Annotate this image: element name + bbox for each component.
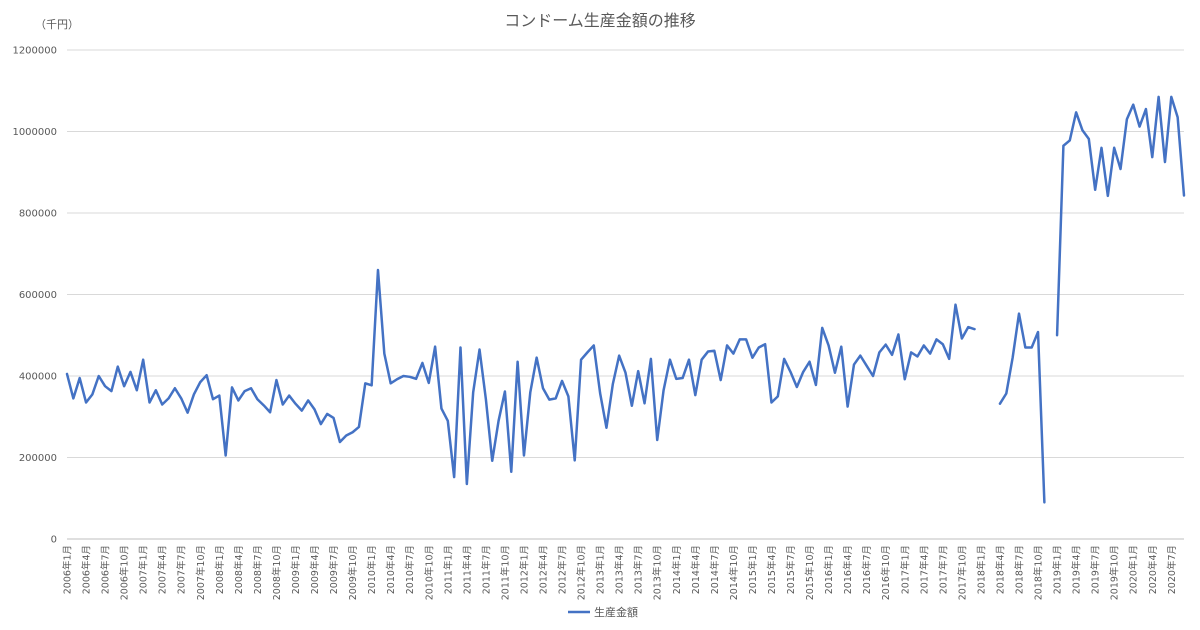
x-tick-label: 2009年1月 — [290, 545, 302, 594]
x-tick-label: 2018年7月 — [1013, 545, 1025, 594]
x-tick-label: 2014年1月 — [671, 545, 683, 594]
x-tick-label: 2010年4月 — [385, 545, 397, 594]
y-tick-label: 800000 — [19, 209, 57, 220]
x-tick-label: 2012年1月 — [518, 545, 530, 594]
x-tick-label: 2019年1月 — [1052, 545, 1064, 594]
x-tick-label: 2016年4月 — [842, 545, 854, 594]
x-tick-label: 2013年4月 — [614, 545, 626, 594]
x-tick-label: 2018年4月 — [994, 545, 1006, 594]
y-tick-label: 1200000 — [12, 46, 57, 57]
gridlines — [67, 49, 1184, 540]
x-tick-label: 2012年7月 — [557, 545, 569, 594]
x-tick-label: 2008年7月 — [252, 545, 264, 594]
x-tick-label: 2008年4月 — [233, 545, 245, 594]
series-lines — [65, 95, 1186, 504]
x-tick-label: 2016年10月 — [880, 545, 892, 600]
x-tick-label: 2020年4月 — [1147, 545, 1159, 594]
x-tick-label: 2020年1月 — [1128, 545, 1140, 594]
y-tick-label: 1000000 — [12, 127, 57, 138]
x-tick-label: 2019年7月 — [1090, 545, 1102, 594]
x-tick-label: 2011年7月 — [480, 545, 492, 594]
x-tick-label: 2017年7月 — [937, 545, 949, 594]
x-tick-label: 2016年7月 — [861, 545, 873, 594]
x-tick-label: 2007年1月 — [138, 545, 150, 594]
x-tick-label: 2006年7月 — [100, 545, 112, 594]
x-tick-label: 2008年10月 — [271, 545, 283, 600]
x-axis-ticks: 2006年1月 2006年4月 2006年7月 2006年10月 2007年1月 2007… — [62, 545, 1178, 600]
x-tick-label: 2016年1月 — [823, 545, 835, 594]
x-tick-label: 2006年10月 — [119, 545, 131, 600]
x-tick-label: 2013年10月 — [652, 545, 664, 600]
x-tick-label: 2018年1月 — [975, 545, 987, 594]
x-tick-label: 2018年10月 — [1033, 545, 1045, 600]
series-line — [1055, 95, 1186, 337]
x-tick-label: 2015年10月 — [804, 545, 816, 600]
x-tick-label: 2011年4月 — [461, 545, 473, 594]
x-tick-label: 2006年4月 — [81, 545, 93, 594]
x-tick-label: 2014年4月 — [690, 545, 702, 594]
x-tick-label: 2014年10月 — [728, 545, 740, 600]
x-tick-label: 2009年7月 — [328, 545, 340, 594]
series-line — [998, 312, 1046, 504]
x-tick-label: 2012年4月 — [537, 545, 549, 594]
y-tick-label: 0 — [51, 535, 57, 546]
x-tick-label: 2010年10月 — [423, 545, 435, 600]
x-tick-label: 2020年7月 — [1166, 545, 1178, 594]
x-tick-label: 2011年10月 — [499, 545, 511, 600]
y-tick-label: 400000 — [19, 372, 57, 383]
series-line — [65, 268, 976, 486]
legend-label: 生産金額 — [594, 605, 638, 619]
x-tick-label: 2010年1月 — [366, 545, 378, 594]
x-tick-label: 2019年4月 — [1071, 545, 1083, 594]
x-tick-label: 2008年1月 — [214, 545, 226, 594]
chart-title: コンドーム生産金額の推移 — [504, 11, 696, 30]
x-tick-label: 2017年4月 — [918, 545, 930, 594]
x-tick-label: 2019年10月 — [1109, 545, 1121, 600]
x-tick-label: 2006年1月 — [62, 545, 74, 594]
y-tick-label: 600000 — [19, 290, 57, 301]
x-tick-label: 2015年1月 — [747, 545, 759, 594]
x-tick-label: 2017年1月 — [899, 545, 911, 594]
x-tick-label: 2015年4月 — [766, 545, 778, 594]
x-tick-label: 2007年10月 — [195, 545, 207, 600]
y-tick-label: 200000 — [19, 453, 57, 464]
legend: 生産金額 — [568, 605, 638, 619]
x-tick-label: 2011年1月 — [442, 545, 454, 594]
x-tick-label: 2007年4月 — [157, 545, 169, 594]
x-tick-label: 2013年7月 — [633, 545, 645, 594]
y-axis-ticks: 0 200000 400000 600000 800000 1000000 1200000 — [12, 46, 57, 546]
x-tick-label: 2012年10月 — [576, 545, 588, 600]
x-tick-label: 2009年10月 — [347, 545, 359, 600]
x-tick-label: 2009年4月 — [309, 545, 321, 594]
x-tick-label: 2007年7月 — [176, 545, 188, 594]
x-tick-label: 2014年7月 — [709, 545, 721, 594]
x-tick-label: 2013年1月 — [595, 545, 607, 594]
x-tick-label: 2010年7月 — [404, 545, 416, 594]
y-axis-unit-label: （千円） — [35, 18, 79, 31]
x-tick-label: 2017年10月 — [956, 545, 968, 600]
x-tick-label: 2015年7月 — [785, 545, 797, 594]
